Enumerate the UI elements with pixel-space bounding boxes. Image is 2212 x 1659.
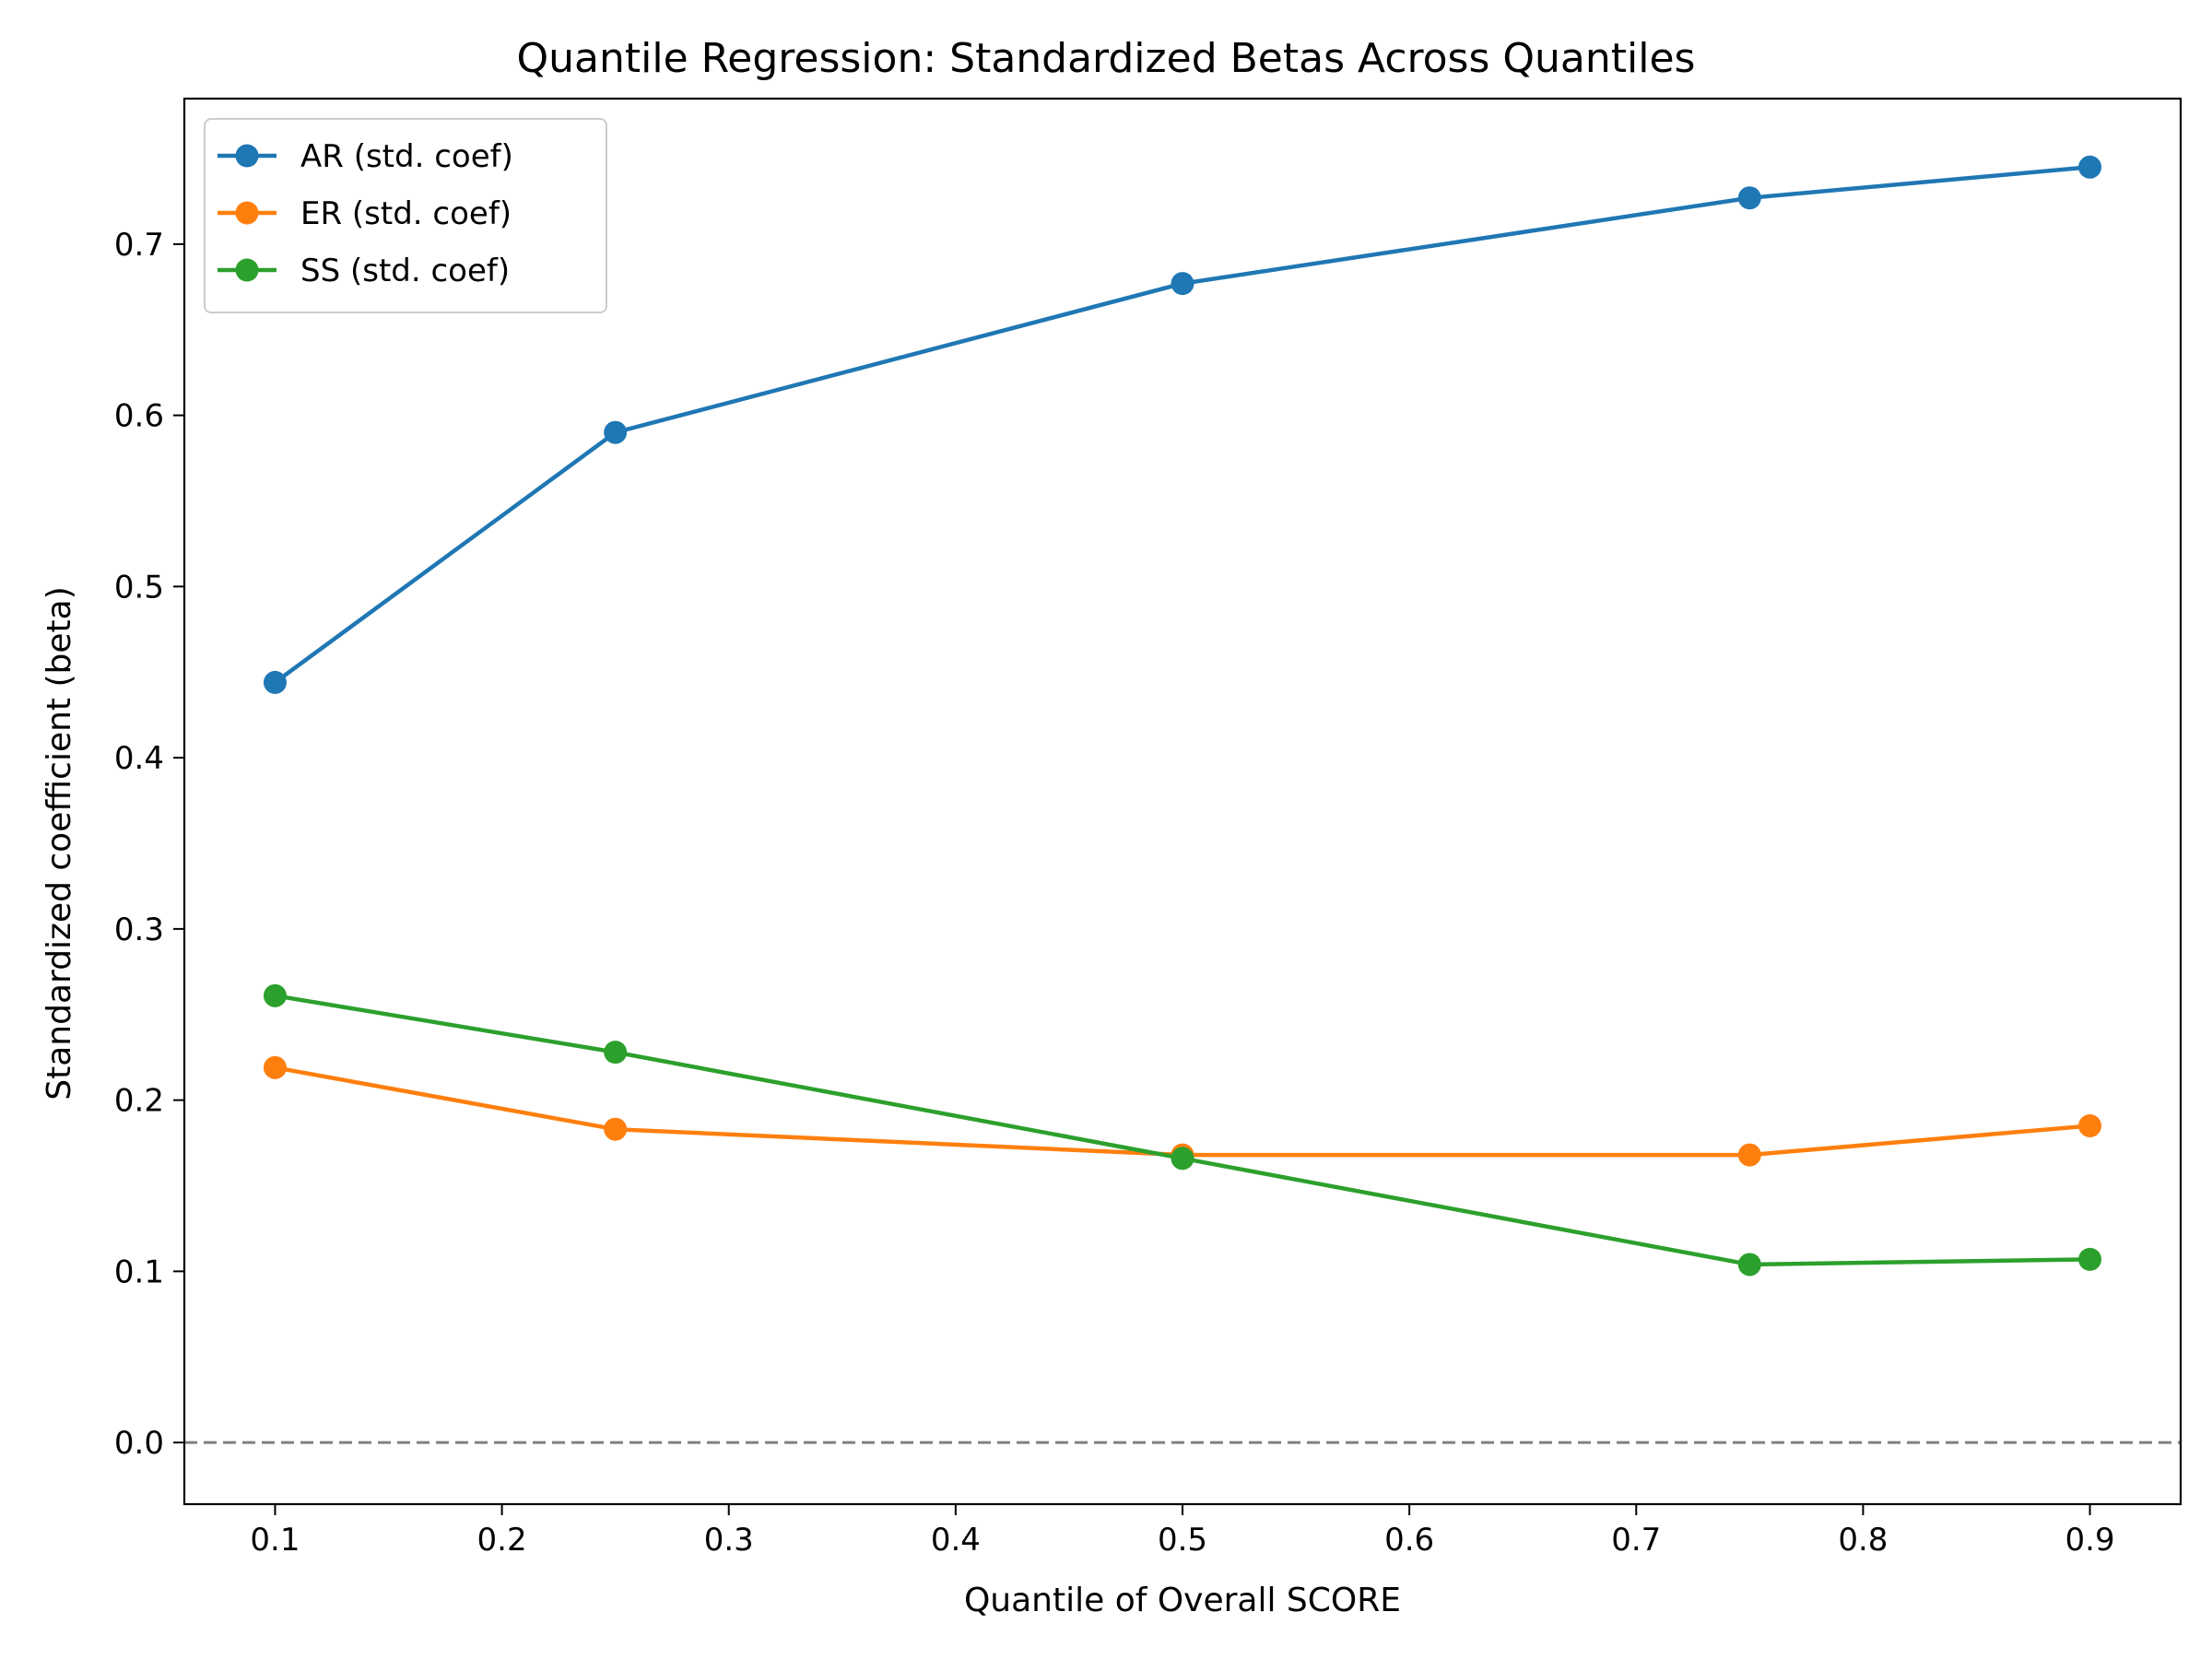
series-2-point-3 xyxy=(1737,1253,1761,1277)
series-0-point-3 xyxy=(1737,186,1761,210)
series-0-point-0 xyxy=(263,670,287,694)
x-tick-label: 0.9 xyxy=(2065,1522,2115,1559)
legend-marker-1 xyxy=(235,201,259,225)
legend-label-2: SS (std. coef) xyxy=(300,253,510,289)
series-2-point-4 xyxy=(2078,1247,2102,1271)
y-tick-label: 0.2 xyxy=(114,1083,164,1120)
y-axis-label: Standardized coefficient (beta) xyxy=(41,586,78,1100)
series-0-point-2 xyxy=(1171,272,1194,296)
chart-title: Quantile Regression: Standardized Betas … xyxy=(517,35,1696,82)
x-tick-label: 0.8 xyxy=(1838,1522,1888,1559)
y-tick-label: 0.0 xyxy=(114,1425,164,1462)
y-tick-label: 0.3 xyxy=(114,912,164,948)
legend: AR (std. coef) ER (std. coef) SS (std. coe… xyxy=(204,118,607,313)
series-1-point-3 xyxy=(1737,1143,1761,1167)
legend-marker-0 xyxy=(235,144,259,168)
x-tick-label: 0.6 xyxy=(1384,1522,1434,1559)
series-line-1 xyxy=(275,1065,2090,1158)
series-1-point-4 xyxy=(2078,1113,2102,1137)
y-tick-label: 0.1 xyxy=(114,1253,164,1290)
legend-label-0: AR (std. coef) xyxy=(300,138,513,175)
x-tick-label: 0.1 xyxy=(250,1522,300,1559)
legend-box xyxy=(204,118,607,313)
legend-marker-2 xyxy=(235,258,259,282)
x-tick-label: 0.7 xyxy=(1611,1522,1661,1559)
plot-area: 0.1 0.2 0.3 0.4 0.5 0.6 0.7 0.8 0.9 0.0 0.1 0.2 0.3 0… xyxy=(114,97,2183,1559)
series-2-point-1 xyxy=(604,1041,628,1065)
x-tick-label: 0.2 xyxy=(477,1522,527,1559)
y-tick-label: 0.5 xyxy=(114,569,164,606)
x-tick-label: 0.3 xyxy=(704,1522,754,1559)
series-line-2 xyxy=(275,994,2090,1267)
legend-label-1: ER (std. coef) xyxy=(300,195,512,232)
x-tick-label: 0.4 xyxy=(931,1522,981,1559)
series-1-point-1 xyxy=(604,1117,628,1141)
series-2-point-0 xyxy=(263,983,287,1007)
series-0-point-4 xyxy=(2078,155,2102,179)
x-tick-label: 0.5 xyxy=(1158,1522,1207,1559)
y-tick-label: 0.4 xyxy=(114,740,164,777)
series-2-point-2 xyxy=(1171,1147,1194,1171)
series-0-point-1 xyxy=(604,420,628,444)
y-tick-label: 0.6 xyxy=(114,398,164,435)
y-tick-label: 0.7 xyxy=(114,227,164,264)
x-axis-label: Quantile of Overall SCORE xyxy=(964,1582,1401,1619)
series-1-point-0 xyxy=(263,1055,287,1079)
